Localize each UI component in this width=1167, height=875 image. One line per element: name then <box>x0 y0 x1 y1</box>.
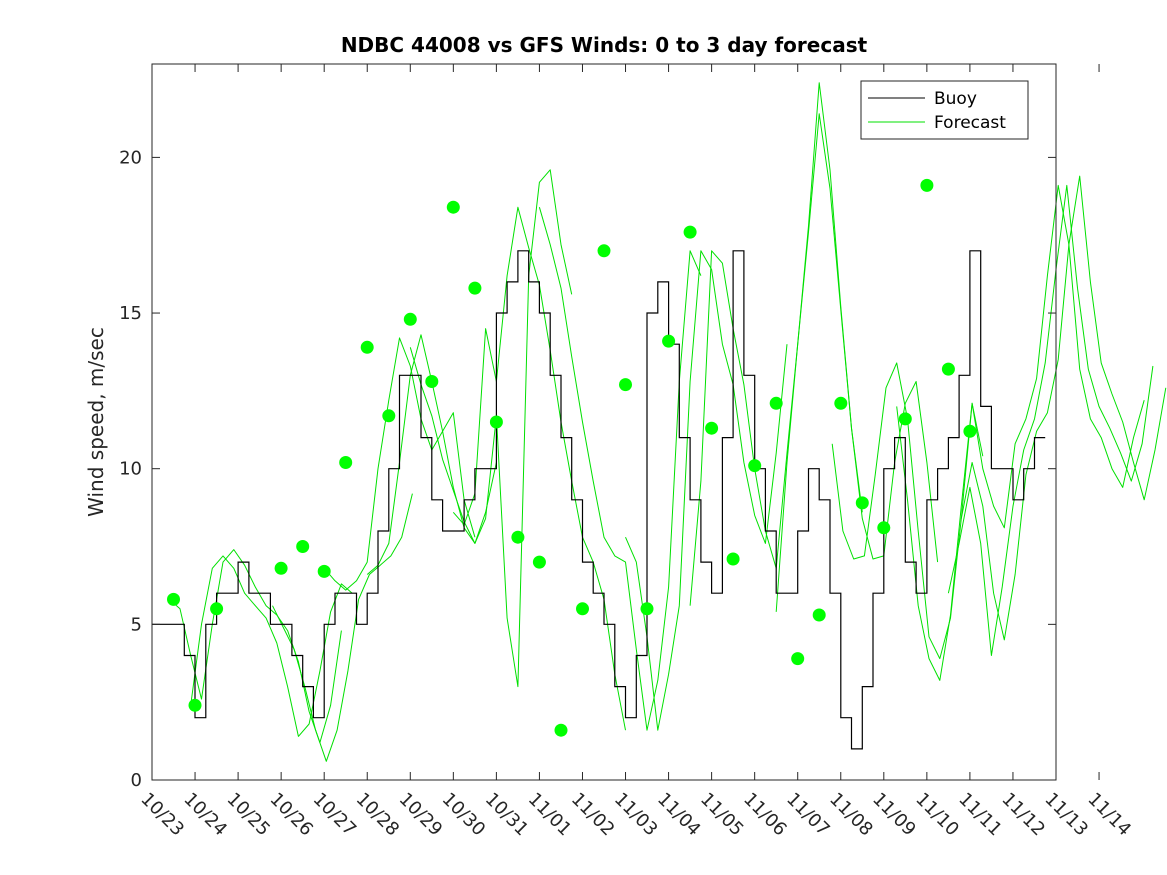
forecast-marker <box>360 340 374 354</box>
forecast-marker <box>877 521 891 535</box>
buoy-line <box>152 250 1046 750</box>
y-tick-label: 10 <box>119 459 142 480</box>
forecast-marker <box>468 281 482 295</box>
y-tick-label: 20 <box>119 147 142 168</box>
forecast-line-14 <box>947 184 1154 656</box>
forecast-marker <box>619 378 632 392</box>
forecast-marker <box>683 225 697 239</box>
forecast-marker <box>769 396 783 410</box>
forecast-line-4 <box>323 337 476 591</box>
y-tick-label: 15 <box>119 303 142 324</box>
legend-box <box>860 80 1029 140</box>
forecast-marker <box>726 552 740 566</box>
forecast-marker <box>855 496 869 510</box>
chart-title: NDBC 44008 vs GFS Winds: 0 to 3 day fore… <box>341 33 868 57</box>
series-layer <box>152 82 1167 762</box>
forecast-marker <box>167 592 180 606</box>
forecast-marker <box>511 530 525 544</box>
forecast-marker <box>317 564 331 578</box>
plot-area <box>152 64 1056 780</box>
forecast-marker <box>748 459 762 473</box>
forecast-line-1 <box>168 549 342 744</box>
forecast-marker <box>898 412 912 426</box>
forecast-line-9 <box>625 250 788 731</box>
forecast-marker <box>382 409 396 423</box>
legend: Buoy Forecast <box>860 80 1029 140</box>
forecast-line-15 <box>960 175 1167 641</box>
forecast-marker <box>339 456 353 469</box>
marker-layer <box>167 178 977 737</box>
forecast-marker <box>425 375 439 388</box>
forecast-marker <box>296 540 310 553</box>
forecast-marker <box>941 362 955 376</box>
legend-forecast-label: Forecast <box>934 113 1006 133</box>
forecast-marker <box>403 312 417 326</box>
legend-buoy-label: Buoy <box>934 89 977 109</box>
forecast-line-11 <box>775 113 939 612</box>
forecast-marker <box>834 396 848 410</box>
y-tick-label: 5 <box>131 614 142 635</box>
forecast-line-2 <box>190 555 353 737</box>
forecast-marker <box>597 244 611 258</box>
forecast-marker <box>662 334 676 348</box>
forecast-marker <box>576 602 589 616</box>
y-axis-label: Wind speed, m/sec <box>84 327 108 517</box>
forecast-marker <box>705 421 719 435</box>
forecast-marker <box>963 424 977 438</box>
forecast-marker <box>554 723 568 737</box>
forecast-marker <box>920 178 934 192</box>
y-tick-label: 0 <box>131 770 142 791</box>
forecast-line-6 <box>409 169 573 688</box>
forecast-marker <box>791 652 805 666</box>
axes-box <box>151 63 1057 781</box>
forecast-marker <box>188 698 202 712</box>
forecast-line-13 <box>896 184 1145 681</box>
forecast-marker <box>640 602 654 616</box>
forecast-marker <box>274 561 288 575</box>
forecast-marker <box>489 415 503 429</box>
forecast-marker <box>532 555 546 569</box>
forecast-marker <box>812 608 826 622</box>
forecast-marker <box>446 200 460 214</box>
forecast-marker <box>210 602 224 616</box>
forecast-line-8 <box>538 207 702 731</box>
